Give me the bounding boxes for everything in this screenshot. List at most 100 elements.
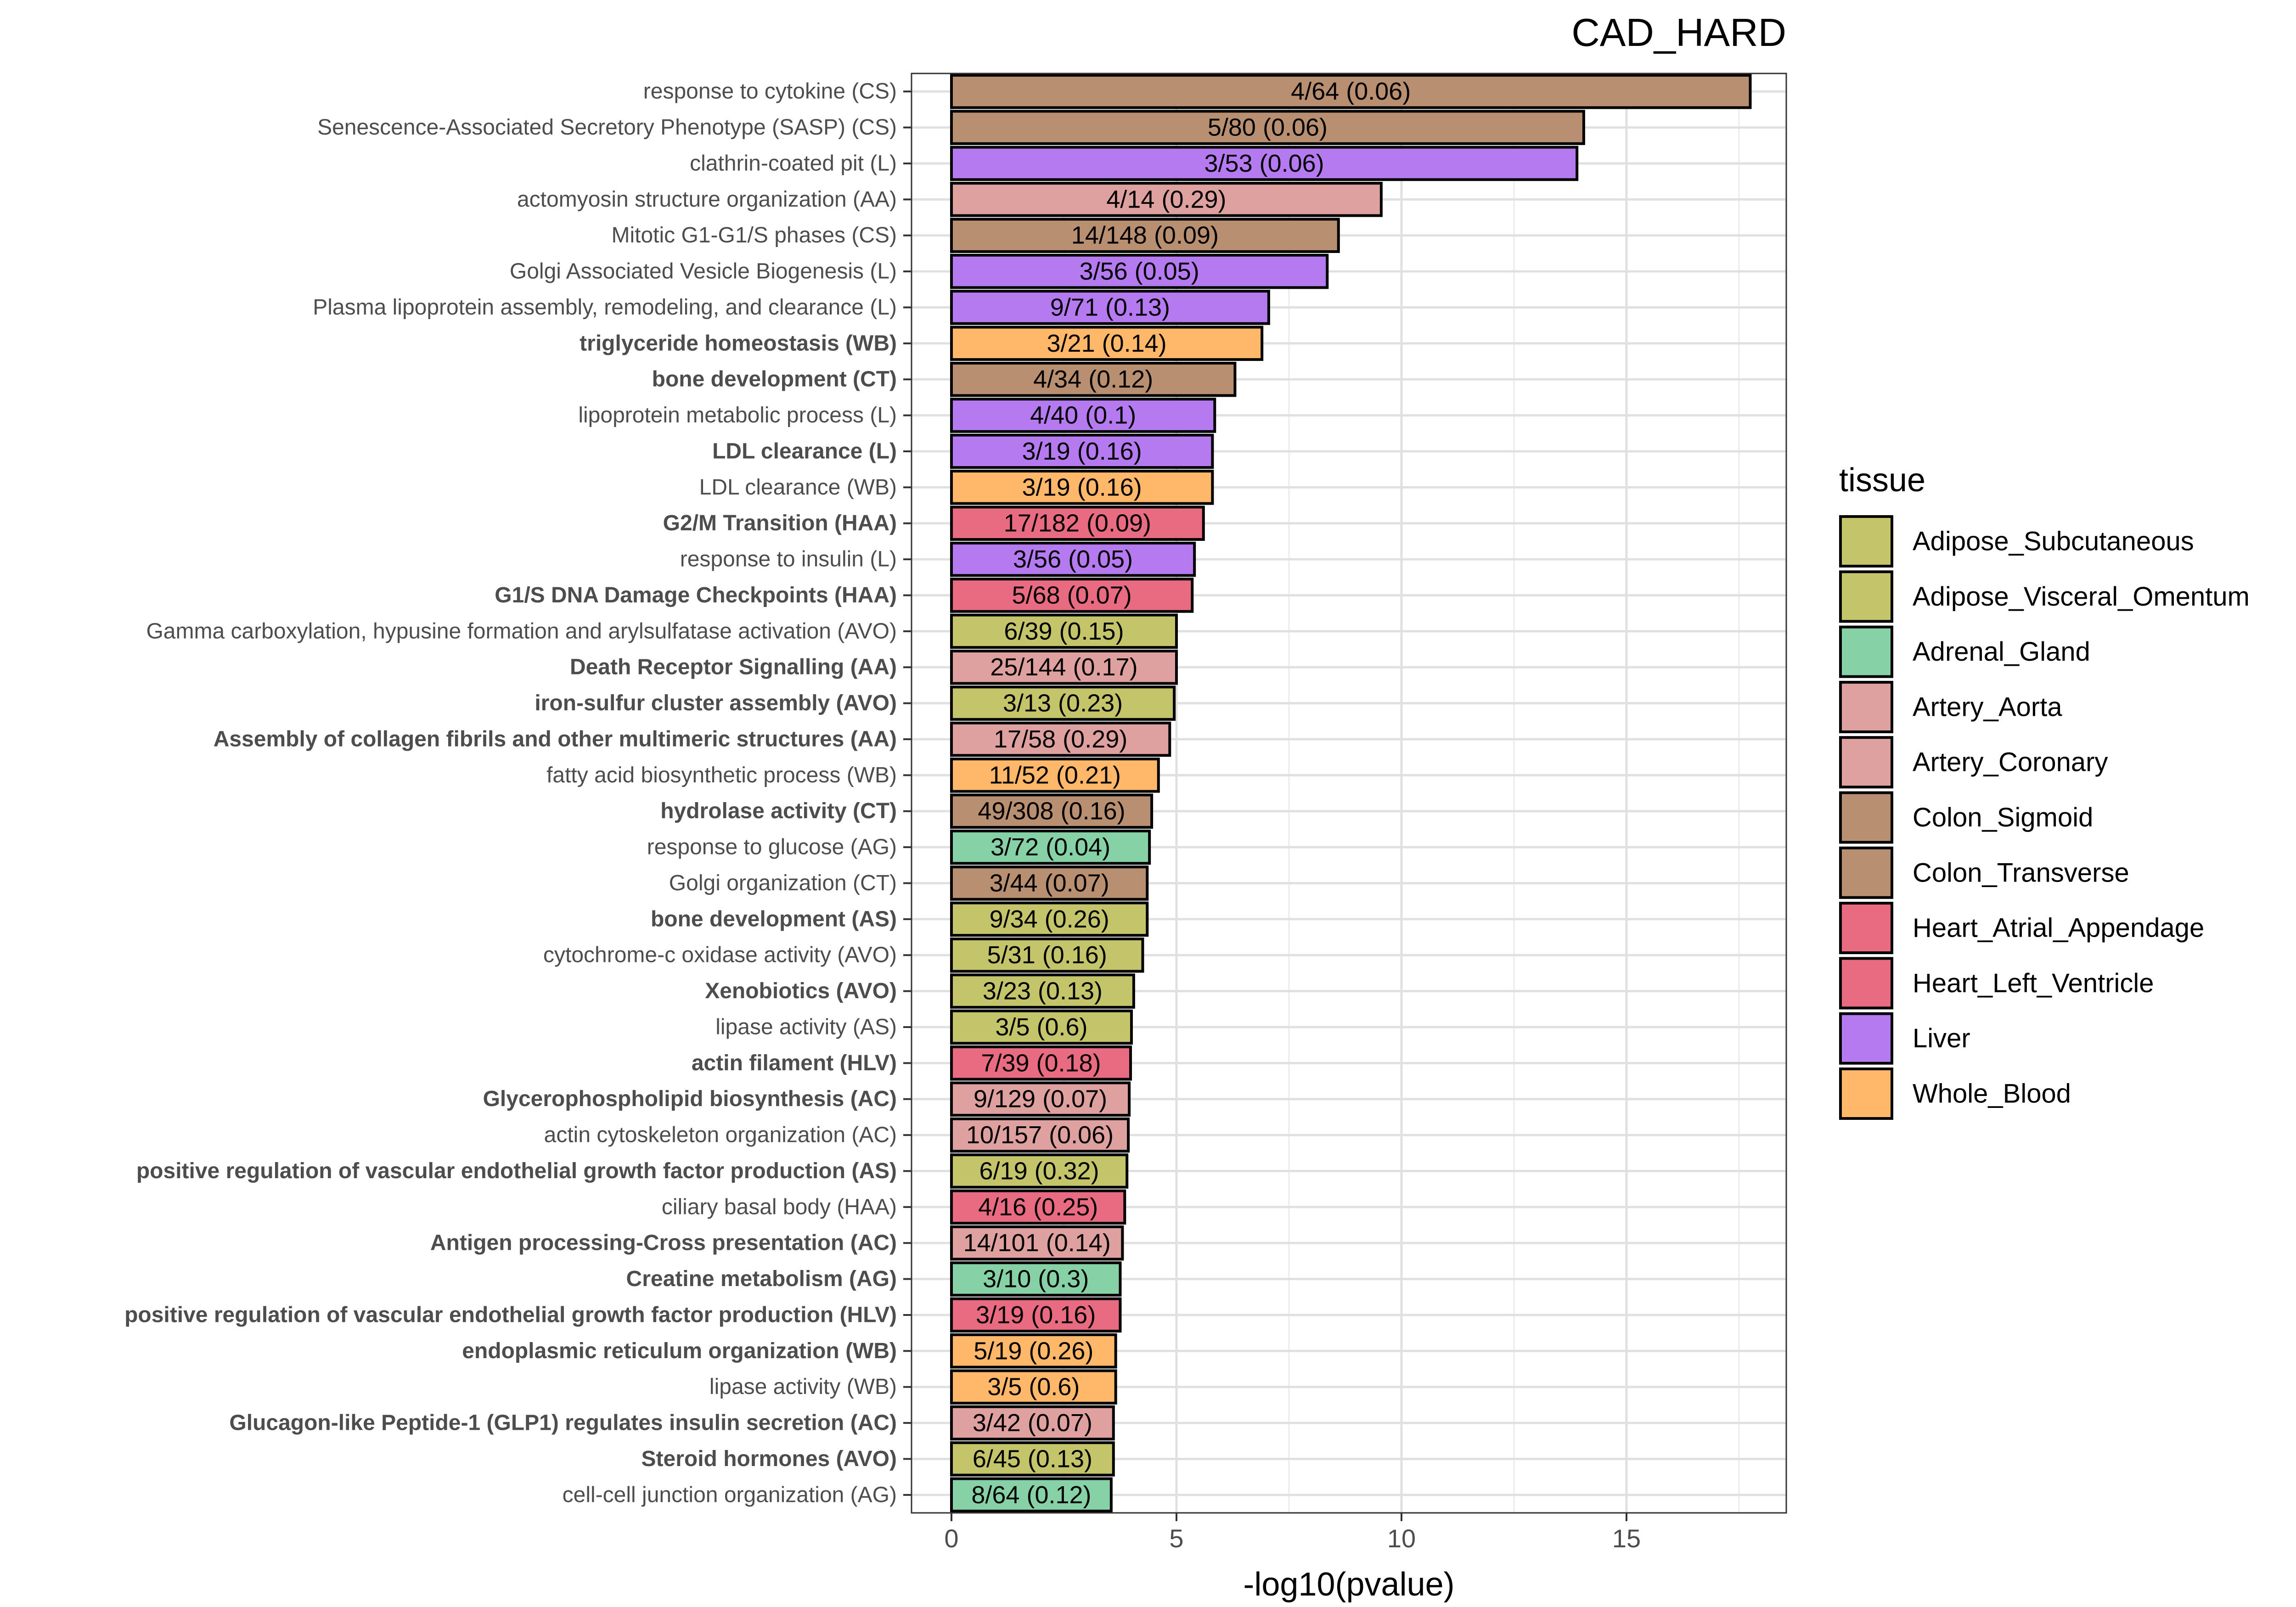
bar [950, 218, 1340, 253]
y-tick-label: Glycerophospholipid biosynthesis (AC) [483, 1087, 897, 1111]
bar-data-label: 14/101 (0.14) [963, 1229, 1111, 1257]
x-tick-label: 10 [1387, 1524, 1416, 1553]
plot-panel-border [911, 73, 1787, 1514]
legend-key [1839, 957, 1893, 1010]
y-tick-label: triglyceride homeostasis (WB) [580, 331, 897, 355]
y-tick-label: lipase activity (WB) [709, 1375, 897, 1399]
bar-data-label: 3/72 (0.04) [990, 833, 1110, 861]
y-tick-label: Assembly of collagen fibrils and other m… [214, 727, 897, 751]
legend-key [1839, 680, 1893, 733]
bar [950, 361, 1237, 397]
bar [950, 1081, 1131, 1117]
bar-data-label: 49/308 (0.16) [978, 798, 1125, 825]
bar [950, 973, 1135, 1009]
bar [950, 613, 1178, 649]
legend-key [1839, 1012, 1893, 1065]
bar [950, 470, 1214, 505]
chart-title: CAD_HARD [1571, 11, 1786, 55]
y-tick-label: response to cytokine (CS) [643, 79, 897, 104]
bar [950, 326, 1264, 361]
y-tick-label: response to insulin (L) [680, 547, 897, 572]
legend-key [1839, 1068, 1893, 1120]
legend-label: Adipose_Subcutaneous [1913, 527, 2194, 556]
bar-data-label: 5/80 (0.06) [1208, 114, 1328, 141]
bar-data-label: 4/14 (0.29) [1106, 185, 1226, 213]
bar [950, 433, 1214, 469]
bar [950, 1045, 1132, 1081]
bar-data-label: 14/148 (0.09) [1071, 222, 1219, 249]
bar-data-label: 4/16 (0.25) [978, 1193, 1098, 1221]
bar [950, 1441, 1115, 1477]
bar-data-label: 3/21 (0.14) [1047, 330, 1167, 357]
bar [950, 1297, 1122, 1333]
legend-label: Liver [1913, 1023, 1970, 1053]
y-tick-label: clathrin-coated pit (L) [690, 151, 897, 175]
bar [950, 253, 1329, 289]
bar [950, 146, 1579, 181]
y-tick-label: Antigen processing-Cross presentation (A… [430, 1231, 897, 1255]
y-tick-label: cell-cell junction organization (AG) [563, 1483, 897, 1507]
bar-data-label: 3/5 (0.6) [995, 1013, 1087, 1041]
bar-data-label: 8/64 (0.12) [971, 1481, 1091, 1509]
legend-key [1839, 791, 1893, 844]
bar [950, 1261, 1122, 1297]
bar [950, 686, 1176, 721]
bar [950, 649, 1178, 685]
bar-data-label: 17/182 (0.09) [1004, 510, 1151, 537]
x-tick-label: 15 [1612, 1524, 1641, 1553]
bar-data-label: 3/53 (0.06) [1204, 150, 1324, 177]
y-tick-label: Glucagon-like Peptide-1 (GLP1) regulates… [229, 1411, 897, 1435]
bar-data-label: 6/39 (0.15) [1004, 618, 1124, 645]
y-tick-label: Gamma carboxylation, hypusine formation … [146, 619, 897, 643]
legend-label: Colon_Sigmoid [1913, 803, 2093, 832]
legend-label: Artery_Coronary [1913, 747, 2108, 777]
bar [950, 1189, 1126, 1225]
bar-data-label: 3/19 (0.16) [976, 1301, 1096, 1329]
bar-data-label: 4/64 (0.06) [1291, 78, 1411, 105]
legend-label: Adrenal_Gland [1913, 637, 2090, 667]
y-tick-label: Death Receptor Signalling (AA) [570, 655, 897, 680]
bar [950, 829, 1151, 865]
bars: 4/64 (0.06) 5/80 (0.06) 3/53 (0.06) 4/14 (0… [950, 73, 1752, 1513]
bar-data-label: 3/13 (0.23) [1003, 690, 1123, 717]
y-tick-label: positive regulation of vascular endothel… [124, 1303, 897, 1327]
y-tick-label: actin cytoskeleton organization (AC) [544, 1123, 897, 1147]
bar-data-label: 17/58 (0.29) [994, 725, 1127, 753]
x-axis-title: -log10(pvalue) [1243, 1566, 1454, 1603]
bar [950, 721, 1171, 757]
y-tick-label: endoplasmic reticulum organization (WB) [462, 1339, 897, 1363]
bar-data-label: 9/129 (0.07) [974, 1085, 1107, 1113]
legend-label: Whole_Blood [1913, 1079, 2071, 1109]
y-tick-label: LDL clearance (WB) [699, 475, 897, 500]
y-tick-label: bone development (AS) [651, 907, 897, 931]
bar-data-label: 25/144 (0.17) [990, 653, 1137, 681]
bar [950, 1369, 1117, 1405]
bar [950, 865, 1149, 901]
legend-label: Adipose_Visceral_Omentum [1913, 582, 2250, 612]
bar-data-label: 6/19 (0.32) [979, 1157, 1099, 1185]
bar [950, 1117, 1130, 1153]
bar [950, 1225, 1124, 1261]
legend: tissue Adipose_Subcutaneous Adipose_Visce… [1839, 462, 2250, 1120]
y-tick-label: lipoprotein metabolic process (L) [578, 403, 897, 427]
y-tick-label: G1/S DNA Damage Checkpoints (HAA) [495, 583, 897, 607]
bar [950, 1009, 1133, 1045]
bar-data-label: 7/39 (0.18) [981, 1049, 1101, 1077]
bar-data-label: 3/56 (0.05) [1013, 545, 1133, 573]
y-tick-label: Senescence-Associated Secretory Phenotyp… [317, 115, 897, 140]
bar [950, 1153, 1129, 1189]
bar [950, 1477, 1113, 1513]
y-tick-label: actin filament (HLV) [692, 1051, 897, 1075]
y-tick-label: G2/M Transition (HAA) [663, 511, 897, 535]
x-tick-label: 0 [944, 1524, 958, 1553]
y-tick-label: iron-sulfur cluster assembly (AVO) [535, 691, 897, 715]
bar-data-label: 9/34 (0.26) [990, 905, 1109, 933]
bar [950, 937, 1144, 973]
bar-data-label: 5/19 (0.26) [974, 1337, 1093, 1365]
legend-key [1839, 515, 1893, 568]
y-tick-label: bone development (CT) [652, 367, 897, 392]
bar-data-label: 4/40 (0.1) [1030, 402, 1136, 429]
bar [950, 793, 1154, 829]
bar [950, 758, 1160, 793]
